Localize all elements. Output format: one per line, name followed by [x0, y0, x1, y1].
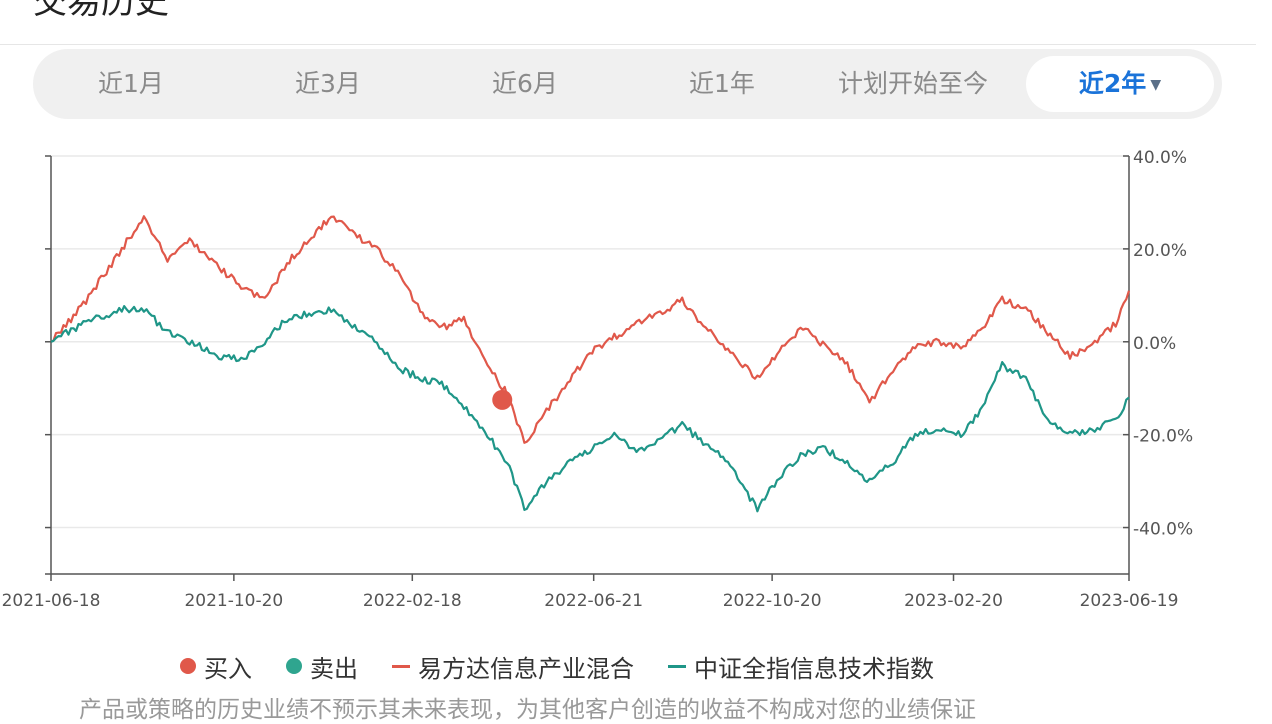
series-line-index [50, 305, 1130, 513]
disclaimer-text: 产品或策略的历史业绩不预示其未来表现，为其他客户创造的收益不构成对您的业绩保证 [79, 697, 976, 723]
index-line-icon [668, 664, 686, 668]
tab-since-plan-start[interactable]: 计划开始至今 [838, 69, 989, 98]
legend-label-buy: 买入 [204, 654, 252, 683]
chart-grid [51, 155, 1129, 529]
x-tick-label: 2023-06-19 [1080, 591, 1179, 610]
chart-tick-labels: 40.0% 20.0% 0.0% -20.0% -40.0% 2021-06-18 2021… [2, 148, 1194, 610]
legend-label-index: 中证全指信息技术指数 [694, 654, 934, 683]
tab-3-months[interactable]: 近3月 [295, 69, 361, 98]
legend-item-fund[interactable]: 易方达信息产业混合 [392, 649, 634, 684]
tab-1-month[interactable]: 近1月 [98, 69, 164, 98]
legend-label-sell: 卖出 [310, 654, 358, 683]
tab-2-years-label: 近2年 [1078, 69, 1147, 98]
chart-markers [492, 389, 513, 410]
page-title: 交易历史 [33, 0, 169, 22]
buy-marker-point [492, 389, 513, 410]
y-tick-label: 20.0% [1133, 241, 1187, 261]
y-tick-label: -20.0% [1133, 427, 1193, 447]
x-tick-label: 2023-02-20 [904, 591, 1003, 610]
y-tick-label: -40.0% [1133, 520, 1193, 540]
tab-1-year[interactable]: 近1年 [689, 69, 755, 98]
y-tick-label: 0.0% [1133, 334, 1176, 354]
legend-item-buy[interactable]: 买入 [180, 649, 252, 684]
tab-2-years[interactable]: 近2年 ▼ [1026, 56, 1214, 112]
legend-label-fund: 易方达信息产业混合 [418, 654, 634, 683]
x-tick-label: 2021-10-20 [184, 591, 283, 610]
legend-item-sell[interactable]: 卖出 [286, 649, 358, 684]
chart-axes [45, 155, 1130, 581]
series-line-fund [50, 215, 1131, 444]
legend-item-index[interactable]: 中证全指信息技术指数 [668, 649, 934, 684]
fund-line-icon [392, 664, 410, 668]
x-tick-label: 2021-06-18 [2, 591, 101, 610]
sell-marker-icon [286, 658, 302, 674]
y-tick-label: 40.0% [1133, 148, 1187, 168]
buy-marker-icon [180, 658, 196, 674]
tab-6-months[interactable]: 近6月 [492, 69, 558, 98]
caret-down-icon: ▼ [1150, 77, 1162, 93]
chart-series [50, 215, 1131, 513]
performance-chart: 40.0% 20.0% 0.0% -20.0% -40.0% 2021-06-18 2021… [2, 148, 1194, 610]
title-divider [0, 44, 1256, 45]
period-tab-bar: 近1月 近3月 近6月 近1年 计划开始至今 近2年 ▼ [33, 49, 1222, 119]
x-tick-label: 2022-06-21 [544, 591, 643, 610]
x-tick-label: 2022-02-18 [363, 591, 462, 610]
x-tick-label: 2022-10-20 [723, 591, 822, 610]
chart-legend: 买入 卖出 易方达信息产业混合 中证全指信息技术指数 [180, 648, 968, 684]
